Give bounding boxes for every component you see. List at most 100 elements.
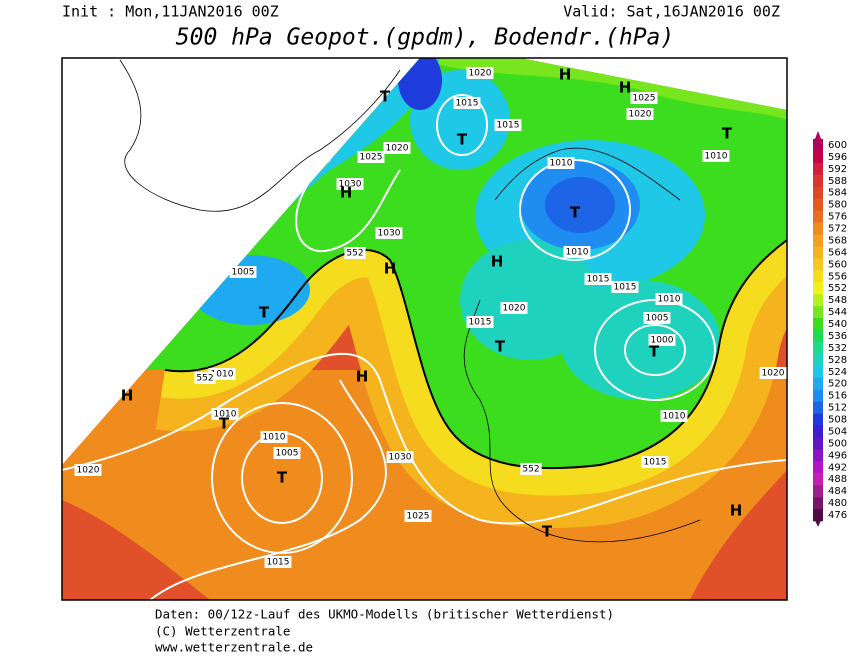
isobar-label-box <box>641 456 669 468</box>
isobar-label-box <box>229 266 257 278</box>
color-swatch <box>813 425 823 438</box>
isobar-label: 1030 <box>389 453 412 463</box>
isobar-label: 1005 <box>276 449 299 459</box>
colorbar-label: 524 <box>828 367 847 378</box>
pressure-center: T <box>570 204 581 222</box>
isobar-label: 1005 <box>232 268 255 278</box>
isobar-label-box <box>383 142 411 154</box>
isobar-label: 552 <box>196 374 213 384</box>
isobar-label: 1025 <box>360 153 383 163</box>
isobar-label: 1015 <box>644 458 667 468</box>
field-dark-blue <box>545 177 615 233</box>
isobar-label: 1020 <box>503 304 526 314</box>
pressure-center: T <box>542 523 553 541</box>
isobar-label-box <box>336 178 364 190</box>
isobar-label: 1020 <box>77 466 100 476</box>
colorbar-label: 488 <box>828 474 847 485</box>
isobar-label: 1010 <box>211 370 234 380</box>
map-labels: 1020101510151020102510301010101010251020… <box>74 66 787 568</box>
coastline-scandinavia <box>494 147 681 201</box>
isobar <box>624 324 686 376</box>
footer-line: (C) Wetterzentrale <box>155 624 290 639</box>
isobar-label: 1015 <box>267 558 290 568</box>
color-swatch <box>813 389 823 402</box>
color-swatch <box>813 282 823 295</box>
color-swatch <box>813 139 823 152</box>
footer-line: Daten: 00/12z-Lauf des UKMO-Modells (bri… <box>155 607 614 622</box>
isobar-label-box <box>357 151 385 163</box>
pressure-center: T <box>259 304 270 322</box>
field-teal-e <box>560 280 720 400</box>
colorbar-label: 548 <box>828 295 847 306</box>
colorbar-label: 580 <box>828 200 847 211</box>
isobar-label-box <box>759 367 787 379</box>
isobar-label: 1025 <box>407 512 430 522</box>
color-swatch <box>813 365 823 379</box>
isobar-label-box <box>74 464 102 476</box>
colorbar-label: 484 <box>828 486 847 497</box>
color-swatch <box>813 318 823 331</box>
colorbar-label: 516 <box>828 391 847 402</box>
isobar-label: 1005 <box>646 314 669 324</box>
isobar-label-box <box>702 150 730 162</box>
colorbar-label: 496 <box>828 450 847 461</box>
isobar-label-box <box>260 431 288 443</box>
pressure-center: H <box>356 368 369 386</box>
color-swatch <box>813 473 823 486</box>
isobar-label: 1020 <box>386 144 409 154</box>
isobar-label: 552 <box>522 465 539 475</box>
colorbar-label: 576 <box>828 212 847 223</box>
isobar-label-box <box>494 119 522 131</box>
pressure-center: H <box>491 253 504 271</box>
isobar-label: 1030 <box>339 180 362 190</box>
isobar-label: 1000 <box>651 336 674 346</box>
color-swatch <box>813 258 823 271</box>
color-swatch <box>813 437 823 450</box>
isobar-label-box <box>626 108 654 120</box>
color-swatch <box>813 485 823 498</box>
colorbar-label: 584 <box>828 188 847 199</box>
color-swatch <box>813 294 823 307</box>
pressure-center: T <box>495 338 506 356</box>
isobar-label-box <box>194 372 216 384</box>
colorbar-label: 512 <box>828 403 847 414</box>
isobar-label: 1010 <box>263 433 286 443</box>
color-swatch <box>813 449 823 462</box>
pressure-center: T <box>649 343 660 361</box>
pressure-center: H <box>619 79 632 97</box>
colorbar-label: 596 <box>828 152 847 163</box>
isobar-label: 1020 <box>762 369 785 379</box>
field-cyan-nw <box>165 58 440 348</box>
colorbar-label: 556 <box>828 271 847 282</box>
isobar-label: 1015 <box>469 318 492 328</box>
color-swatch <box>813 270 823 283</box>
isobar-label-box <box>264 556 292 568</box>
color-swatch <box>813 377 823 390</box>
isobar-label: 1010 <box>663 412 686 422</box>
colorbar-label: 560 <box>828 259 847 270</box>
colorbar-label: 476 <box>828 510 847 521</box>
field <box>62 58 787 600</box>
color-swatch <box>813 306 823 319</box>
isobar-label-box <box>563 246 591 258</box>
isobar-label: 1020 <box>629 110 652 120</box>
isobar-label-box <box>520 463 542 475</box>
isobar-label-box <box>547 157 575 169</box>
isobar-label-box <box>655 293 683 305</box>
isobar-label-box <box>660 410 688 422</box>
isobar-label-box <box>453 97 481 109</box>
color-swatch <box>813 234 823 247</box>
isobar-label-box <box>211 408 239 420</box>
isobar-label-box <box>404 510 432 522</box>
isobar-label-box <box>375 227 403 239</box>
pressure-center: T <box>380 88 391 106</box>
colorbar-label: 500 <box>828 438 847 449</box>
isobar-label-box <box>611 281 639 293</box>
colorbar-label: 552 <box>828 283 847 294</box>
isobar-label-box <box>466 316 494 328</box>
colorbar-label: 540 <box>828 319 847 330</box>
isobar-label-box <box>500 302 528 314</box>
coastlines <box>119 59 701 543</box>
